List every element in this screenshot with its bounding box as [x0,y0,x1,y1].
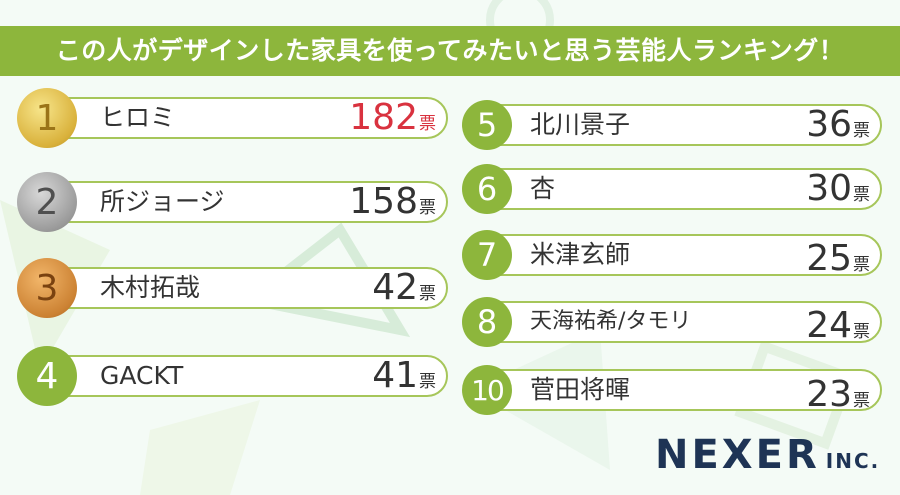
ranking-name-10: 菅田将暉 [530,375,631,404]
rank-badge-4: 4 [17,346,77,406]
page-title: この人がデザインした家具を使ってみたいと思う芸能人ランキング！ [0,26,900,76]
ranking-name-1: ヒロミ [100,103,176,132]
rank-badge-8: 8 [462,297,512,347]
rank-badge-6: 6 [462,164,512,214]
rank-badge-2: 2 [17,172,77,232]
rank-badge-5: 5 [462,100,512,150]
ranking-votes-1: 182票 [349,97,436,138]
rank-badge-7: 7 [462,230,512,280]
rank-badge-10: 10 [462,365,512,415]
logo-main-text: NEXER [655,432,820,478]
ranking-name-5: 北川景子 [530,110,631,139]
ranking-name-7: 米津玄師 [530,240,631,269]
ranking-row-6 [470,168,882,210]
ranking-row-7 [470,234,882,276]
ranking-row-10 [470,369,882,411]
ranking-votes-10: 23票 [806,374,870,415]
logo-sub-text: INC. [825,449,881,473]
ranking-row-3 [30,267,448,309]
ranking-row-2 [30,181,448,223]
rank-badge-3: 3 [17,258,77,318]
rank-badge-1: 1 [17,88,77,148]
ranking-votes-7: 25票 [806,238,870,279]
ranking-name-3: 木村拓哉 [100,273,201,302]
ranking-name-6: 杏 [530,174,556,203]
ranking-name-4: GACKT [100,361,184,390]
ranking-row-1 [30,97,448,139]
ranking-name-2: 所ジョージ [100,187,225,216]
ranking-votes-8: 24票 [806,305,870,346]
ranking-row-4 [30,355,448,397]
ranking-name-8: 天海祐希/タモリ [530,309,692,334]
ranking-votes-5: 36票 [806,104,870,145]
ranking-votes-6: 30票 [806,168,870,209]
nexer-logo: NEXER INC. [655,432,881,478]
ranking-votes-2: 158票 [349,181,436,222]
ranking-votes-4: 41票 [372,355,436,396]
ranking-row-8 [470,301,882,343]
ranking-votes-3: 42票 [372,267,436,308]
ranking-row-5 [470,104,882,146]
